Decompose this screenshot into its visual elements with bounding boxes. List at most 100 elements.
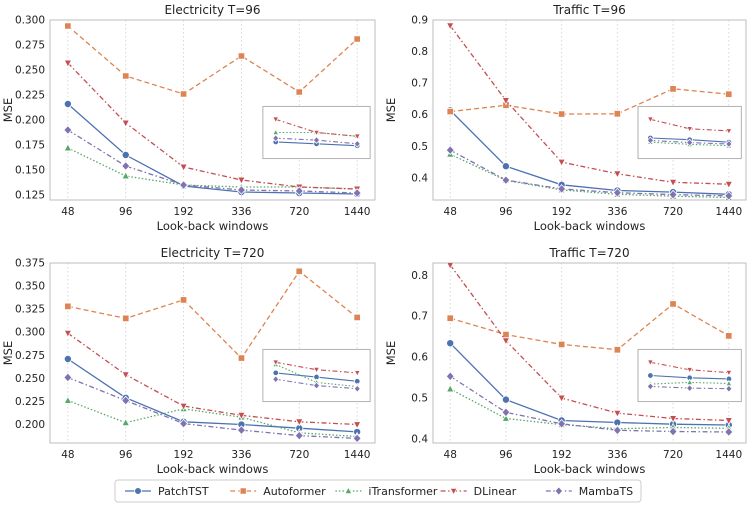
- x-tick-label-96: 96: [119, 449, 133, 461]
- data-point-autoformer-1440: [725, 90, 733, 98]
- x-tick-label-96: 96: [499, 449, 513, 461]
- zoom-line-dlinear: [650, 361, 729, 374]
- x-tick-label-1440: 1440: [715, 449, 742, 461]
- data-point-dlinear-336: [237, 176, 246, 185]
- zoom-inset: [262, 348, 371, 403]
- data-point-autoformer-192: [558, 110, 566, 118]
- x-tick-label-1440: 1440: [344, 449, 371, 461]
- data-point-mambats-48: [445, 145, 455, 155]
- data-point-mambats-336: [236, 425, 246, 435]
- legend-marker-autoformer: [239, 487, 247, 495]
- x-tick-label-720: 720: [289, 449, 309, 461]
- zoom-inset-series: [646, 116, 733, 149]
- y-axis-title: MSE: [1, 341, 15, 366]
- panel-electricity-t-96: Electricity T=96 48 96 192 336 720 1440 0.125 0.…: [1, 3, 376, 233]
- zoom-point-mambats-720: [312, 381, 321, 390]
- zoom-inset-series: [272, 359, 361, 393]
- zoom-point-dlinear-336: [272, 116, 280, 124]
- data-point-autoformer-720: [669, 300, 677, 308]
- data-point-dlinear-48: [445, 22, 455, 31]
- series-line-itransformer: [449, 153, 729, 199]
- y-tick-label: 0.5: [411, 393, 428, 405]
- data-point-dlinear-720: [668, 178, 678, 188]
- x-tick-label-336: 336: [231, 449, 251, 461]
- x-tick-label-720: 720: [663, 206, 683, 218]
- data-point-autoformer-48: [64, 302, 72, 311]
- data-point-dlinear-1440: [724, 417, 734, 426]
- data-point-autoformer-96: [122, 314, 130, 323]
- y-tick-label: 0.225: [15, 90, 45, 102]
- data-point-patchtst-48: [446, 339, 455, 348]
- y-tick-label: 0.350: [15, 281, 45, 293]
- zoom-point-dlinear-336: [646, 359, 654, 367]
- data-point-autoformer-336: [613, 110, 621, 118]
- zoom-point-mambats-1440: [353, 384, 361, 393]
- data-point-patchtst-48: [63, 354, 72, 363]
- series-line-patchtst: [67, 358, 358, 433]
- zoom-point-mambats-336: [272, 375, 280, 384]
- data-point-mambats-720: [294, 430, 304, 441]
- data-point-mambats-48: [63, 125, 73, 135]
- data-point-dlinear-96: [501, 337, 511, 346]
- x-tick-label-720: 720: [663, 449, 683, 461]
- y-tick-label: 0.300: [15, 15, 45, 27]
- zoom-point-dlinear-720: [686, 367, 694, 374]
- y-tick-label: 0.125: [15, 190, 45, 202]
- legend-marker-dlinear: [449, 487, 458, 496]
- series-group: [63, 22, 362, 198]
- y-tick-label: 0.7: [411, 311, 428, 323]
- zoom-line-mambats: [275, 137, 358, 145]
- panel-traffic-t-96: Traffic T=96 48 96 192 336 720 1440 0.4 0.5 0.6 0.…: [384, 3, 747, 233]
- zoom-point-patchtst-336: [647, 372, 654, 379]
- data-point-itransformer-96: [121, 171, 130, 180]
- series-line-autoformer: [67, 270, 358, 360]
- chart-panels: Electricity T=96 48 96 192 336 720 1440 0.125 0.…: [1, 3, 747, 476]
- legend-label-mambats: MambaTS: [579, 485, 633, 498]
- data-point-dlinear-336: [613, 409, 622, 418]
- data-point-mambats-720: [668, 426, 678, 437]
- legend-box: [114, 479, 642, 503]
- legend-label-itransformer: iTransformer: [368, 485, 438, 498]
- panel-title: Electricity T=96: [164, 3, 260, 17]
- data-point-mambats-48: [445, 371, 455, 382]
- y-tick-label: 0.300: [15, 327, 45, 339]
- x-axis-title: Look-back windows: [534, 219, 646, 233]
- x-tick-label-336: 336: [607, 206, 627, 218]
- legend-entry-itransformer: iTransformer: [335, 485, 438, 498]
- data-point-autoformer-48: [64, 22, 72, 30]
- zoom-point-dlinear-720: [313, 366, 320, 374]
- zoom-point-mambats-1440: [353, 139, 361, 148]
- data-point-autoformer-48: [446, 107, 454, 116]
- y-axis-title: MSE: [384, 341, 398, 366]
- data-point-mambats-96: [121, 161, 131, 171]
- y-tick-label: 0.6: [411, 352, 428, 364]
- zoom-point-dlinear-336: [272, 359, 280, 367]
- data-point-mambats-720: [294, 186, 304, 196]
- y-tick-label: 0.200: [15, 419, 45, 431]
- x-tick-label-48: 48: [444, 449, 457, 461]
- zoom-point-dlinear-336: [646, 116, 654, 124]
- data-point-autoformer-192: [179, 90, 188, 98]
- series-line-mambats: [67, 129, 358, 194]
- zoom-point-mambats-720: [312, 136, 321, 144]
- y-tick-label: 0.8: [411, 46, 428, 58]
- legend-marker-patchtst: [134, 487, 142, 495]
- data-point-mambats-48: [63, 372, 73, 383]
- data-point-itransformer-48: [63, 395, 73, 404]
- x-tick-label-192: 192: [174, 206, 194, 218]
- y-axis-title: MSE: [384, 98, 398, 123]
- data-point-autoformer-1440: [353, 313, 361, 322]
- y-tick-label: 0.275: [15, 40, 45, 52]
- data-point-dlinear-192: [179, 163, 188, 172]
- x-tick-label-48: 48: [61, 206, 74, 218]
- zoom-line-dlinear: [650, 118, 729, 132]
- data-point-dlinear-336: [237, 411, 246, 421]
- data-point-autoformer-1440: [353, 35, 361, 43]
- data-point-mambats-96: [501, 175, 511, 185]
- data-point-dlinear-96: [121, 119, 130, 128]
- zoom-point-patchtst-336: [272, 369, 279, 377]
- data-point-dlinear-720: [295, 418, 304, 427]
- zoom-point-dlinear-1440: [725, 369, 733, 377]
- data-point-itransformer-96: [121, 417, 130, 427]
- x-tick-label-192: 192: [552, 206, 572, 218]
